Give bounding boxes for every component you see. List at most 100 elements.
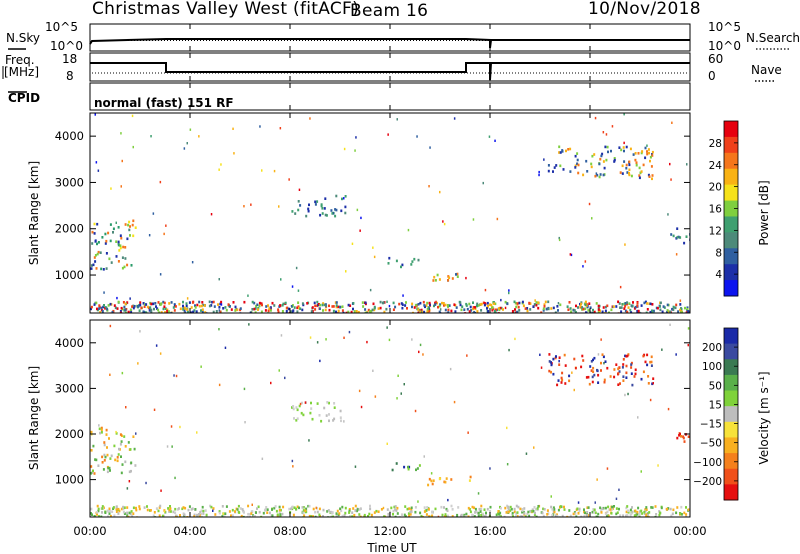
scatter-cell (605, 133, 608, 136)
scatter-cell (547, 512, 550, 515)
scatter-cell (474, 507, 477, 511)
scatter-cell (193, 515, 196, 517)
scatter-cell (354, 504, 357, 508)
scatter-cell (244, 421, 246, 424)
scatter-cell (505, 511, 508, 514)
scatter-cell (587, 506, 590, 509)
scatter-cell (506, 504, 509, 508)
scatter-cell (486, 507, 489, 511)
scatter-cell (526, 512, 529, 516)
scatter-cell (489, 467, 491, 470)
scatter-cell (135, 508, 138, 512)
scatter-cell (316, 510, 319, 514)
scatter-cell (635, 163, 638, 167)
scatter-cell (476, 310, 479, 313)
scatter-cell (547, 169, 550, 173)
scatter-cell (239, 507, 242, 510)
scatter-cell (190, 508, 193, 511)
scatter-cell (669, 323, 671, 326)
scatter-cell (483, 508, 486, 511)
scatter-cell (630, 361, 633, 365)
scatter-cell (601, 310, 604, 313)
scatter-cell (595, 172, 598, 175)
scatter-cell (634, 509, 637, 513)
scatter-cell (650, 360, 653, 364)
scatter-cell (99, 251, 102, 254)
scatter-cell (442, 220, 444, 223)
scatter-cell (310, 310, 313, 313)
scatter-cell (328, 419, 330, 423)
scatter-cell (630, 512, 633, 515)
scatter-cell (640, 151, 643, 155)
scatter-cell (507, 510, 510, 514)
scatter-cell (130, 310, 133, 313)
scatter-cell (451, 515, 454, 517)
scatter-cell (365, 311, 368, 313)
scatter-cell (360, 405, 363, 409)
scatter-cell (253, 301, 256, 305)
scatter-cell (642, 370, 645, 374)
scatter-cell (494, 309, 496, 313)
scatter-cell (591, 154, 594, 158)
scatter-cell (623, 149, 625, 153)
scatter-cell (547, 164, 550, 167)
scatter-cell (182, 304, 184, 308)
scatter-cell (666, 310, 669, 313)
scatter-cell (566, 305, 569, 308)
scatter-cell (234, 305, 237, 309)
scatter-cell (157, 301, 160, 304)
scatter-cell (93, 472, 96, 475)
scatter-cell (627, 509, 630, 513)
scatter-cell (109, 223, 112, 226)
scatter-cell (253, 307, 256, 311)
scatter-cell (158, 514, 161, 517)
scatter-cell (124, 445, 127, 448)
scatter-cell (482, 181, 484, 185)
scatter-cell (589, 306, 592, 309)
scatter-cell (254, 311, 257, 313)
scatter-cell (679, 303, 682, 306)
scatter-cell (333, 406, 336, 409)
scatter-cell (533, 446, 535, 449)
scatter-cell (103, 291, 105, 294)
scatter-cell (427, 483, 430, 487)
noise-bottom-left: 10^0 (50, 39, 83, 53)
x-axis-label: Time UT (366, 541, 417, 554)
scatter-cell (380, 508, 383, 511)
scatter-cell (420, 308, 423, 312)
scatter-cell (285, 309, 288, 313)
scatter-cell (644, 508, 647, 511)
scatter-cell (269, 306, 272, 309)
scatter-cell (643, 301, 646, 305)
scatter-cell (302, 303, 305, 307)
scatter-cell (411, 305, 413, 309)
scatter-cell (307, 207, 310, 211)
scatter-cell (523, 512, 526, 515)
scatter-cell (484, 513, 487, 517)
scatter-cell (290, 305, 293, 308)
scatter-cell (517, 505, 520, 509)
scatter-cell (576, 152, 579, 155)
scatter-cell (422, 353, 424, 356)
scatter-cell (608, 508, 611, 512)
scatter-cell (585, 159, 588, 163)
scatter-cell (566, 515, 569, 517)
scatter-cell (340, 209, 343, 213)
scatter-cell (168, 508, 171, 512)
scatter-cell (599, 506, 602, 510)
scatter-cell (291, 406, 293, 409)
scatter-cell (621, 172, 624, 175)
scatter-cell (405, 301, 407, 304)
scatter-cell (601, 353, 604, 356)
scatter-cell (277, 308, 280, 311)
scatter-cell (134, 464, 137, 467)
scatter-cell (651, 174, 654, 177)
scatter-cell (569, 307, 572, 310)
scatter-cell (648, 511, 651, 514)
scatter-cell (680, 435, 682, 438)
scatter-cell (273, 304, 276, 307)
scatter-cell (646, 513, 649, 517)
scatter-cell (351, 511, 354, 514)
scatter-cell (601, 152, 604, 156)
scatter-cell (292, 513, 295, 517)
